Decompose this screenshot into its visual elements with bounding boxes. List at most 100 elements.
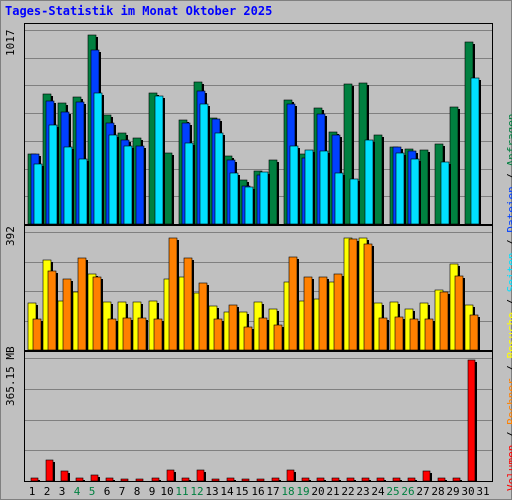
bar-seiten-day-22 bbox=[349, 178, 359, 224]
legend-item: Seiten bbox=[505, 252, 512, 293]
bar-rechner-day-29 bbox=[454, 275, 464, 350]
bar-volumen-day-23 bbox=[361, 477, 370, 481]
bar-seiten-day-14 bbox=[229, 172, 239, 224]
x-tick-label-3: 3 bbox=[58, 485, 66, 498]
bar-volumen-day-20 bbox=[316, 477, 325, 481]
bar-volumen-day-6 bbox=[105, 477, 114, 481]
bar-volumen-day-3 bbox=[60, 470, 69, 481]
bar-rechner-day-1 bbox=[32, 318, 42, 350]
bar-rechner-day-27 bbox=[424, 318, 434, 350]
bar-volumen-day-27 bbox=[422, 470, 431, 481]
bar-volumen-day-30 bbox=[467, 359, 476, 481]
bar-seiten-day-7 bbox=[123, 145, 133, 224]
bar-seiten-day-28 bbox=[440, 161, 450, 224]
bar-rechner-day-30 bbox=[469, 314, 479, 350]
bar-seiten-day-1 bbox=[33, 163, 43, 224]
bar-rechner-day-25 bbox=[394, 316, 404, 350]
x-tick-label-11: 11 bbox=[175, 485, 189, 498]
bar-rechner-day-16 bbox=[258, 317, 268, 350]
y-max-label-1: 1017 bbox=[4, 29, 17, 57]
bar-seiten-day-19 bbox=[304, 149, 314, 224]
x-tick-label-25: 25 bbox=[386, 485, 400, 498]
bar-volumen-day-4 bbox=[75, 477, 84, 481]
x-tick-label-21: 21 bbox=[326, 485, 340, 498]
bar-volumen-day-10 bbox=[166, 469, 175, 481]
x-tick-label-31: 31 bbox=[476, 485, 490, 498]
bar-volumen-day-13 bbox=[211, 478, 220, 481]
bar-rechner-day-22 bbox=[348, 238, 358, 350]
y-max-label-2: 392 bbox=[4, 226, 17, 246]
bar-rechner-day-11 bbox=[183, 257, 193, 350]
bar-volumen-day-7 bbox=[120, 478, 129, 481]
bar-anfragen-day-17 bbox=[268, 159, 278, 224]
x-axis-labels: 1 2 3 4 5 6 7 8 9 10 11 12 13 14 15 16 17 18 19 20 21 22 23 24 2… bbox=[1, 485, 511, 499]
bar-seiten-day-6 bbox=[108, 134, 118, 224]
x-tick-label-13: 13 bbox=[205, 485, 219, 498]
x-tick-label-5: 5 bbox=[88, 485, 96, 498]
bar-volumen-day-5 bbox=[90, 474, 99, 481]
x-tick-label-7: 7 bbox=[118, 485, 126, 498]
bar-rechner-day-17 bbox=[273, 324, 283, 350]
legend-item: Anfragen bbox=[505, 113, 512, 167]
p2-svg bbox=[25, 232, 492, 350]
bar-rechner-day-20 bbox=[318, 276, 328, 350]
bar-volumen-day-19 bbox=[301, 477, 310, 481]
bar-seiten-day-16 bbox=[259, 171, 269, 224]
bar-volumen-day-11 bbox=[181, 477, 190, 481]
bar-seiten-day-18 bbox=[289, 145, 299, 224]
bar-seiten-day-25 bbox=[395, 152, 405, 224]
x-tick-label-18: 18 bbox=[281, 485, 295, 498]
bar-volumen-day-12 bbox=[196, 469, 205, 481]
x-tick-label-10: 10 bbox=[160, 485, 174, 498]
bar-rechner-day-13 bbox=[213, 318, 223, 350]
bar-volumen-day-16 bbox=[256, 478, 265, 481]
bar-volumen-day-21 bbox=[331, 477, 340, 481]
bar-seiten-day-9 bbox=[154, 95, 164, 224]
bar-rechner-day-15 bbox=[243, 326, 253, 350]
bar-rechner-day-8 bbox=[137, 317, 147, 350]
bar-volumen-day-1 bbox=[30, 477, 39, 481]
bar-anfragen-day-27 bbox=[419, 149, 429, 224]
bar-volumen-day-14 bbox=[226, 477, 235, 481]
bar-rechner-day-3 bbox=[62, 278, 72, 350]
bar-volumen-day-15 bbox=[241, 478, 250, 481]
x-tick-label-6: 6 bbox=[103, 485, 111, 498]
x-tick-label-14: 14 bbox=[220, 485, 234, 498]
bar-seiten-day-23 bbox=[364, 139, 374, 224]
x-tick-label-24: 24 bbox=[371, 485, 385, 498]
x-tick-label-4: 4 bbox=[73, 485, 81, 498]
bar-seiten-day-12 bbox=[199, 103, 209, 224]
legend-item: / bbox=[505, 166, 512, 186]
bar-rechner-day-23 bbox=[363, 243, 373, 350]
bar-seiten-day-13 bbox=[214, 132, 224, 224]
bar-dateien-day-8 bbox=[135, 145, 145, 224]
legend-item: Dateien bbox=[505, 186, 512, 233]
x-tick-label-17: 17 bbox=[266, 485, 280, 498]
bar-rechner-day-12 bbox=[198, 282, 208, 350]
bar-volumen-day-9 bbox=[151, 477, 160, 481]
x-tick-label-28: 28 bbox=[431, 485, 445, 498]
bar-seiten-day-21 bbox=[334, 172, 344, 224]
bar-seiten-day-30 bbox=[470, 77, 480, 224]
x-tick-label-16: 16 bbox=[251, 485, 265, 498]
bar-seiten-day-3 bbox=[63, 146, 73, 224]
bar-anfragen-day-29 bbox=[449, 106, 459, 224]
bar-seiten-day-4 bbox=[78, 158, 88, 224]
x-tick-label-2: 2 bbox=[43, 485, 51, 498]
bar-rechner-day-5 bbox=[92, 276, 102, 350]
bar-volumen-day-2 bbox=[45, 459, 54, 481]
bar-rechner-day-26 bbox=[409, 318, 419, 350]
legend-item: / bbox=[505, 425, 512, 445]
bar-volumen-day-17 bbox=[271, 477, 280, 481]
x-tick-label-29: 29 bbox=[446, 485, 460, 498]
bar-seiten-day-11 bbox=[184, 142, 194, 224]
bar-rechner-day-14 bbox=[228, 304, 238, 350]
legend-item: Rechner bbox=[505, 378, 512, 425]
x-tick-label-9: 9 bbox=[148, 485, 156, 498]
legend-item: / bbox=[505, 233, 512, 253]
bar-rechner-day-19 bbox=[303, 276, 313, 350]
volume-plot bbox=[24, 351, 493, 482]
bar-volumen-day-8 bbox=[135, 478, 144, 481]
p1-svg bbox=[25, 30, 492, 224]
